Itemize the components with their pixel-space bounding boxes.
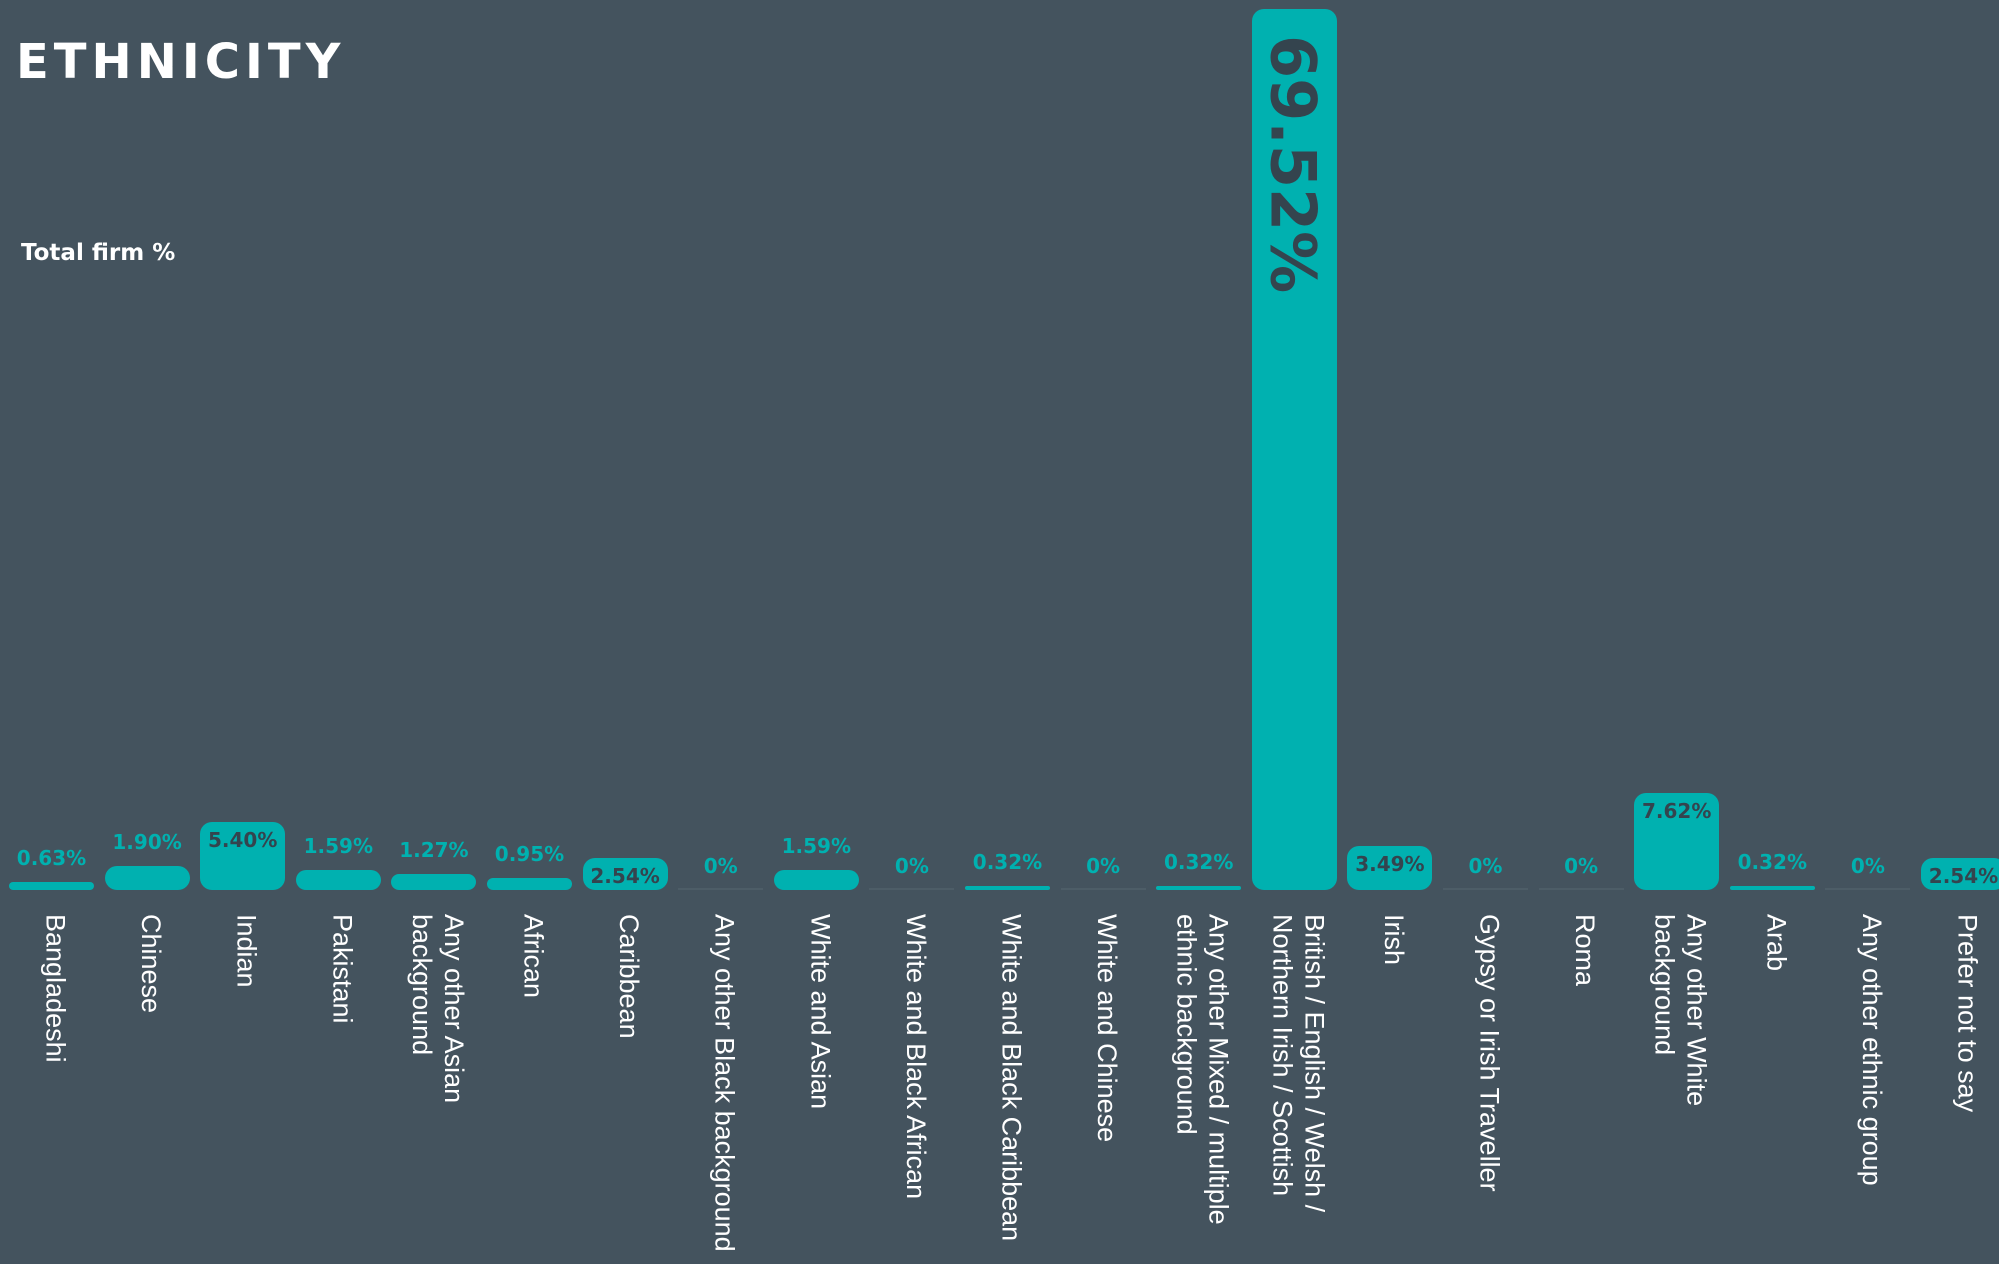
bar xyxy=(1156,885,1242,890)
x-tick-label: Any other Asian background xyxy=(406,914,469,1104)
x-tick-label: Bangladeshi xyxy=(40,914,71,1063)
value-label: 0% xyxy=(1086,854,1121,878)
x-tick-label: White and Black Caribbean xyxy=(996,914,1027,1242)
x-tick-label: Gypsy or Irish Traveller xyxy=(1474,914,1505,1192)
value-label: 3.49% xyxy=(1355,851,1425,876)
x-tick-label: White and Chinese xyxy=(1092,914,1123,1143)
bar xyxy=(1729,885,1815,890)
value-label: 0.63% xyxy=(16,846,87,871)
x-tick-label: Indian xyxy=(231,914,262,988)
value-label: 0% xyxy=(1564,854,1599,878)
value-label: 5.40% xyxy=(207,827,278,852)
value-label: 1.90% xyxy=(112,829,182,854)
bar xyxy=(9,882,94,890)
value-label: 0% xyxy=(1850,854,1885,878)
bar xyxy=(1060,888,1146,890)
bar xyxy=(487,877,572,890)
value-label: 0.95% xyxy=(494,841,565,866)
x-tick-label: Any other ethnic group xyxy=(1856,914,1887,1186)
bar xyxy=(1825,888,1911,890)
value-label: 0.32% xyxy=(1737,849,1807,874)
bar xyxy=(391,873,477,890)
value-label: 0% xyxy=(703,854,738,878)
bar xyxy=(582,857,668,890)
x-tick-label: Arab xyxy=(1761,914,1792,972)
value-label: 7.62% xyxy=(1641,799,1712,824)
bar xyxy=(773,869,859,890)
bar xyxy=(965,885,1050,890)
chart-title: ETHNICITY xyxy=(16,34,346,90)
x-tick-label: Any other Mixed / multiple ethnic backgr… xyxy=(1171,914,1234,1225)
bar xyxy=(104,865,190,890)
value-label: 0% xyxy=(1468,854,1503,878)
value-label: 0.32% xyxy=(1163,849,1234,874)
x-tick-label: Irish xyxy=(1378,914,1409,966)
x-tick-label: White and Black African xyxy=(900,914,931,1200)
value-label: 2.54% xyxy=(590,863,660,888)
bar xyxy=(678,888,764,890)
x-tick-label: Any other White background xyxy=(1649,914,1712,1107)
x-tick-label: African xyxy=(518,914,549,999)
bar xyxy=(1921,857,1999,890)
x-tick-label: Prefer not to say xyxy=(1952,914,1983,1113)
x-tick-label: Pakistani xyxy=(327,914,358,1024)
bar xyxy=(1538,888,1624,890)
bar xyxy=(200,821,286,890)
bar xyxy=(1634,793,1720,890)
bar xyxy=(1443,888,1528,890)
bar xyxy=(295,869,381,890)
value-label: 2.54% xyxy=(1928,863,1999,888)
x-tick-label: Roma xyxy=(1570,914,1601,987)
x-tick-label: Chinese xyxy=(136,914,167,1014)
value-label: 1.59% xyxy=(303,833,373,858)
x-tick-label: British / English / Welsh / Northern Iri… xyxy=(1267,914,1330,1213)
chart-subtitle: Total firm % xyxy=(21,240,176,266)
x-tick-label: White and Asian xyxy=(805,914,836,1110)
value-label: 1.27% xyxy=(399,837,469,862)
x-tick-label: Caribbean xyxy=(614,914,645,1039)
bar xyxy=(1347,845,1433,890)
value-label: 69.52% xyxy=(1256,35,1330,294)
bar xyxy=(1251,9,1337,890)
value-label: 0% xyxy=(894,854,929,878)
bar xyxy=(869,888,955,890)
x-tick-label: Any other Black background xyxy=(709,914,740,1252)
value-label: 0.32% xyxy=(972,849,1043,874)
value-label: 1.59% xyxy=(781,833,851,858)
